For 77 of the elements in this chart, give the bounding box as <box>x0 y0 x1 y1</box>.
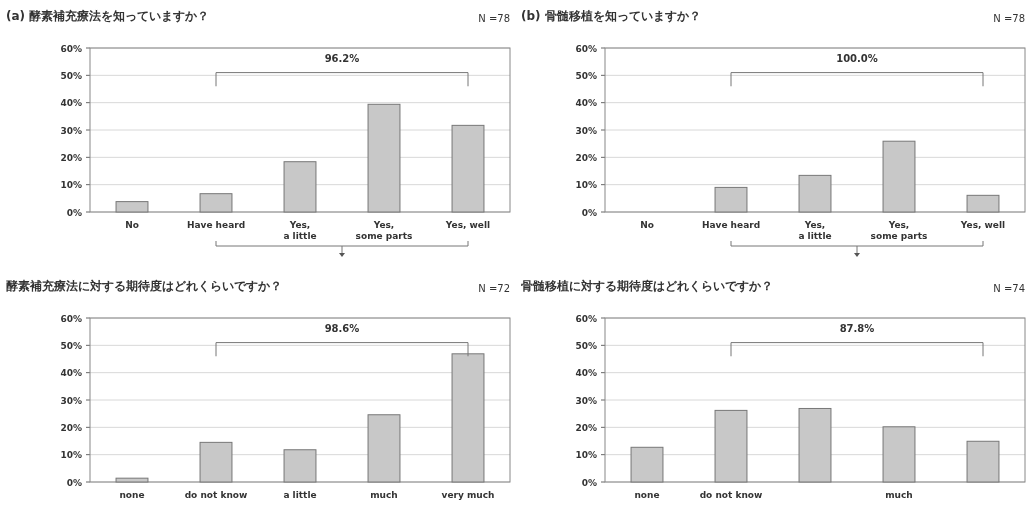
text: N =74 <box>993 283 1025 294</box>
y-tick-label: 20% <box>60 152 82 163</box>
y-tick-label: 30% <box>60 395 82 406</box>
bar <box>199 193 233 213</box>
x-tick-label: Have heard <box>186 220 246 230</box>
x-tick-label: do not know <box>699 490 763 500</box>
y-tick-label: 20% <box>60 422 82 433</box>
text: N =78 <box>993 13 1025 24</box>
y-tick-label: 0% <box>66 477 82 488</box>
bar <box>966 440 1000 483</box>
y-tick-label: 0% <box>581 207 597 218</box>
y-tick-label: 60% <box>575 313 597 324</box>
y-tick-label: 30% <box>575 125 597 136</box>
x-tick-label: much <box>885 490 913 500</box>
bar <box>630 446 664 483</box>
bar <box>283 449 317 483</box>
x-tick-label: a little <box>283 490 317 500</box>
annotation: 100.0% <box>836 52 878 64</box>
bar <box>882 140 916 213</box>
y-tick-label: 30% <box>60 125 82 136</box>
x-tick-label: No <box>640 220 654 230</box>
chart-title: (a) 酵素補充療法を知っていますか？ <box>6 9 210 23</box>
y-tick-label: 10% <box>60 450 82 461</box>
x-tick-label: none <box>119 490 145 500</box>
y-tick-label: 0% <box>581 477 597 488</box>
x-tick-label: very much <box>441 490 495 500</box>
x-tick-label: Yes, a little <box>283 220 317 241</box>
x-tick-label: much <box>370 490 398 500</box>
bar <box>882 426 916 483</box>
bar <box>798 407 832 483</box>
y-tick-label: 50% <box>60 70 82 81</box>
y-tick-label: 40% <box>575 98 597 109</box>
text: N =78 <box>478 13 510 24</box>
y-tick-label: 40% <box>575 368 597 379</box>
x-tick-label: Yes, a little <box>798 220 832 241</box>
bar <box>451 124 485 213</box>
bar <box>115 201 149 213</box>
x-tick-label: No <box>125 220 139 230</box>
y-tick-label: 50% <box>575 70 597 81</box>
bar <box>798 174 832 213</box>
x-tick-label: Have heard <box>701 220 761 230</box>
y-tick-label: 40% <box>60 98 82 109</box>
x-tick-label: do not know <box>184 490 248 500</box>
x-tick-label: none <box>634 490 660 500</box>
y-tick-label: 40% <box>60 368 82 379</box>
bar <box>451 353 485 483</box>
bar <box>367 103 401 213</box>
annotation: 96.2% <box>324 52 360 64</box>
bar <box>115 477 149 483</box>
y-tick-label: 60% <box>575 43 597 54</box>
y-tick-label: 10% <box>575 450 597 461</box>
chart-title: 骨髄移植に対する期待度はどれくらいですか？ <box>521 279 773 293</box>
y-tick-label: 20% <box>575 152 597 163</box>
annotation: 87.8% <box>839 322 875 334</box>
text: N =72 <box>478 283 510 294</box>
y-tick-label: 30% <box>575 395 597 406</box>
chart-title: 酵素補充療法に対する期待度はどれくらいですか？ <box>6 279 282 293</box>
y-tick-label: 60% <box>60 43 82 54</box>
bar <box>714 186 748 213</box>
bar <box>367 414 401 483</box>
y-tick-label: 50% <box>575 340 597 351</box>
x-tick-label: Yes, some parts <box>355 220 413 241</box>
bar <box>714 409 748 483</box>
y-tick-label: 10% <box>575 180 597 191</box>
bar <box>283 161 317 213</box>
y-tick-label: 60% <box>60 313 82 324</box>
x-tick-label: Yes, well <box>444 220 491 230</box>
annotation: 98.6% <box>324 322 360 334</box>
y-tick-label: 20% <box>575 422 597 433</box>
bar <box>199 441 233 483</box>
x-tick-label: Yes, well <box>959 220 1006 230</box>
bar <box>966 194 1000 213</box>
y-tick-label: 50% <box>60 340 82 351</box>
y-tick-label: 0% <box>66 207 82 218</box>
y-tick-label: 10% <box>60 180 82 191</box>
chart-title: (b) 骨髄移植を知っていますか？ <box>521 9 701 23</box>
x-tick-label: Yes, some parts <box>870 220 928 241</box>
